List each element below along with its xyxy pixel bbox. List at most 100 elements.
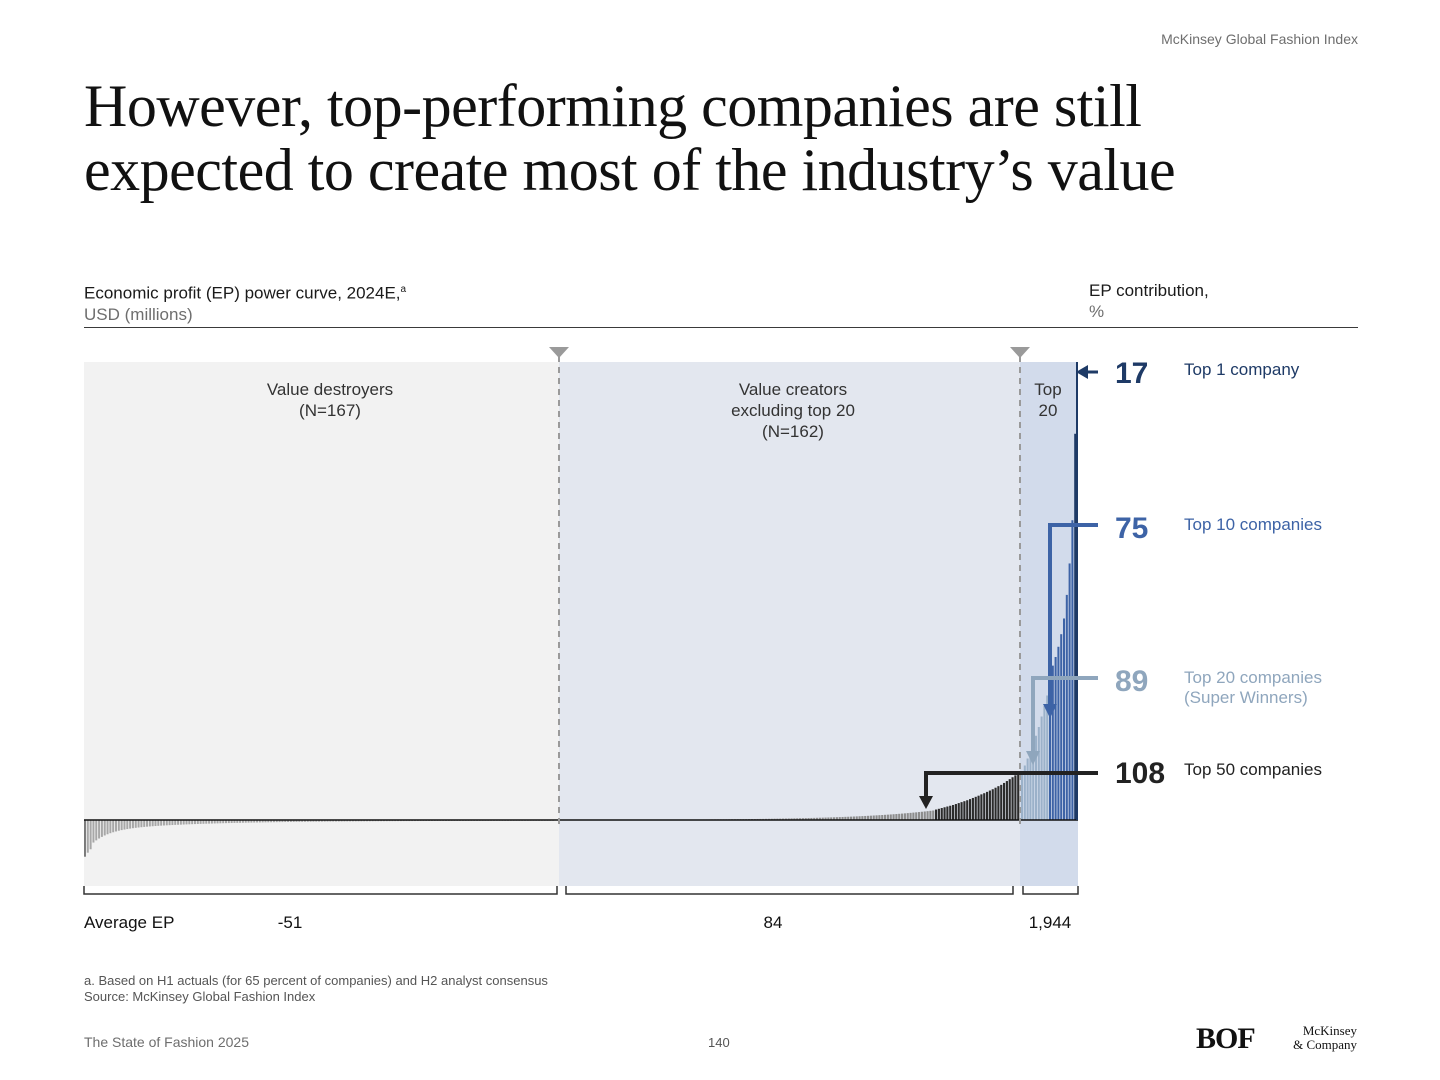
bar-value-destroyer [278,820,281,823]
bar-value-destroyer [106,820,109,835]
bar-value-destroyer [148,820,151,827]
bar-value-creator [923,811,926,820]
bar-value-destroyer [109,820,112,834]
bar-value-destroyer [253,820,256,823]
segment-label: Value creators [739,380,847,399]
bar-value-creator [932,810,935,820]
bar-value-destroyer [270,820,273,823]
mckinsey-logo-line1: McKinsey [1302,1023,1357,1038]
mckinsey-logo: McKinsey & Company [1272,1024,1357,1052]
bar-value-destroyer [92,820,95,843]
bar-value-creator [830,817,833,820]
top10-arrow-icon [1043,704,1057,718]
bar-value-creator [915,812,918,820]
bar-value-creator [1003,782,1006,820]
average-ep-label: Average EP [84,913,174,932]
bar-top20 [1023,765,1026,820]
bar-value-destroyer [185,820,188,825]
divider-marker-icon [549,347,569,358]
bar-value-creator [957,803,960,820]
bar-value-creator [918,812,921,820]
bar-top20 [1060,634,1063,820]
bar-top20 [1054,656,1057,820]
bar-value-creator [855,816,858,820]
contribution-header-line2: % [1089,302,1105,321]
segment-label: excluding top 20 [731,401,855,420]
bar-value-destroyer [233,820,236,823]
chart-subtitle: Economic profit (EP) power curve, 2024E,… [84,279,406,325]
segment-bg-value-creators [559,362,1020,886]
bar-top20 [1074,433,1077,820]
bar-value-creator [986,791,989,820]
bar-value-destroyer [98,820,101,839]
bar-top20 [1043,706,1046,820]
contribution-value: 108 [1115,757,1165,790]
bar-value-creator [969,799,972,820]
bar-value-destroyer [281,820,284,823]
bar-value-creator [954,804,957,820]
bar-value-creator [994,787,997,820]
bar-value-destroyer [222,820,225,824]
bar-value-destroyer [292,820,295,822]
bar-value-destroyer [247,820,250,823]
bar-value-destroyer [256,820,259,823]
bar-value-destroyer [117,820,120,831]
bar-value-creator [841,816,844,820]
bar-value-creator [824,817,827,820]
bar-value-creator [818,817,821,820]
footnote-marker: a [400,284,407,295]
bar-value-destroyer [258,820,261,823]
top20-arrow-icon [1026,751,1040,765]
bar-value-destroyer [157,820,160,826]
bar-value-creator [833,817,836,820]
contribution-header: EP contribution, % [1089,280,1209,322]
contribution-header-line1: EP contribution, [1089,281,1209,300]
segment-label: (N=167) [299,401,361,420]
top50-arrow-icon [919,796,933,809]
bar-value-destroyer [312,820,315,822]
bar-top20 [1065,594,1068,820]
average-ep-value: 84 [764,913,783,932]
bar-value-destroyer [100,820,103,837]
bar-value-creator [949,805,952,820]
bar-value-creator [878,815,881,820]
bar-value-creator [872,815,875,820]
bar-value-creator [864,815,867,820]
bar-value-creator [793,818,796,820]
bar-value-destroyer [103,820,106,836]
bar-value-destroyer [115,820,117,832]
bar-value-destroyer [225,820,227,824]
bar-value-creator [796,818,799,820]
bar-value-destroyer [236,820,239,823]
bar-value-destroyer [160,820,163,826]
bar-value-creator [810,817,813,820]
bar-value-destroyer [216,820,219,824]
bar-value-destroyer [306,820,309,822]
bar-value-destroyer [284,820,287,823]
bar-value-destroyer [202,820,205,824]
header-divider [84,327,1358,328]
bar-value-destroyer [210,820,213,824]
bar-value-destroyer [86,820,89,853]
bar-value-creator [858,816,861,820]
bar-value-creator [799,818,802,820]
bar-value-creator [1011,777,1014,820]
page-title: However, top-performing companies are st… [84,73,1176,203]
bar-value-destroyer [129,820,132,829]
bar-value-destroyer [205,820,208,824]
bar-value-destroyer [193,820,196,825]
bar-top20 [1021,772,1024,820]
bar-value-creator [903,813,906,820]
bar-value-destroyer [309,820,312,822]
bar-top20 [1026,758,1029,820]
bar-value-creator [869,815,872,820]
bar-value-destroyer [272,820,275,823]
bracket-value-creators [565,886,1014,895]
bar-value-creator [881,815,884,820]
bar-value-destroyer [174,820,177,825]
top20-arrow-line [1031,676,1098,753]
contribution-value: 17 [1115,357,1148,390]
bar-value-creator [852,816,855,820]
bar-value-destroyer [162,820,165,826]
